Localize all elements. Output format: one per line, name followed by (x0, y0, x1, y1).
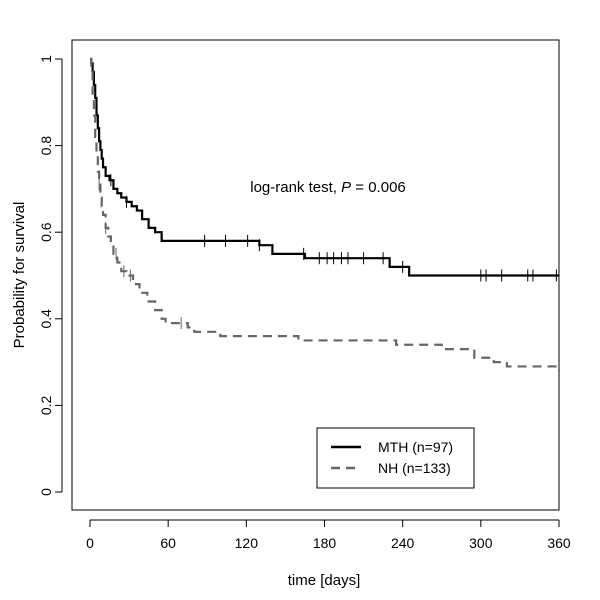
series-line-mth (90, 57, 559, 277)
log-rank-annotation: log-rank test, P = 0.006 (250, 179, 406, 196)
y-tick-label: 0.4 (38, 309, 54, 329)
annotation-suffix: = 0.006 (351, 179, 406, 196)
legend-label-mth: MTH (n=97) (378, 439, 453, 455)
annotation-p: P (341, 179, 351, 196)
x-tick-label: 0 (86, 535, 94, 551)
legend-label-nh: NH (n=133) (378, 460, 451, 476)
y-tick-label: 0 (38, 488, 54, 496)
x-axis-title: time [days] (288, 572, 361, 589)
series-layer (90, 57, 561, 371)
x-tick-label: 180 (313, 535, 337, 551)
x-axis-ticks: 0 60 120 180 240 300 360 (86, 520, 571, 551)
y-tick-label: 1 (38, 55, 54, 63)
annotation-prefix: log-rank test, (250, 179, 341, 196)
x-tick-label: 300 (469, 535, 493, 551)
legend-box (316, 427, 475, 489)
legend: MTH (n=97) NH (n=133) (316, 427, 475, 489)
x-tick-label: 120 (235, 535, 259, 551)
x-tick-label: 60 (160, 535, 176, 551)
y-tick-label: 0.6 (38, 222, 54, 242)
y-axis-title: Probability for survival (11, 202, 28, 349)
x-tick-label: 360 (547, 535, 571, 551)
y-tick-label: 0.2 (38, 395, 54, 415)
x-tick-label: 240 (391, 535, 415, 551)
y-tick-label: 0.8 (38, 136, 54, 156)
series-line-nh (90, 57, 561, 371)
y-axis-ticks: 0 0.2 0.4 0.6 0.8 1 (38, 55, 62, 496)
